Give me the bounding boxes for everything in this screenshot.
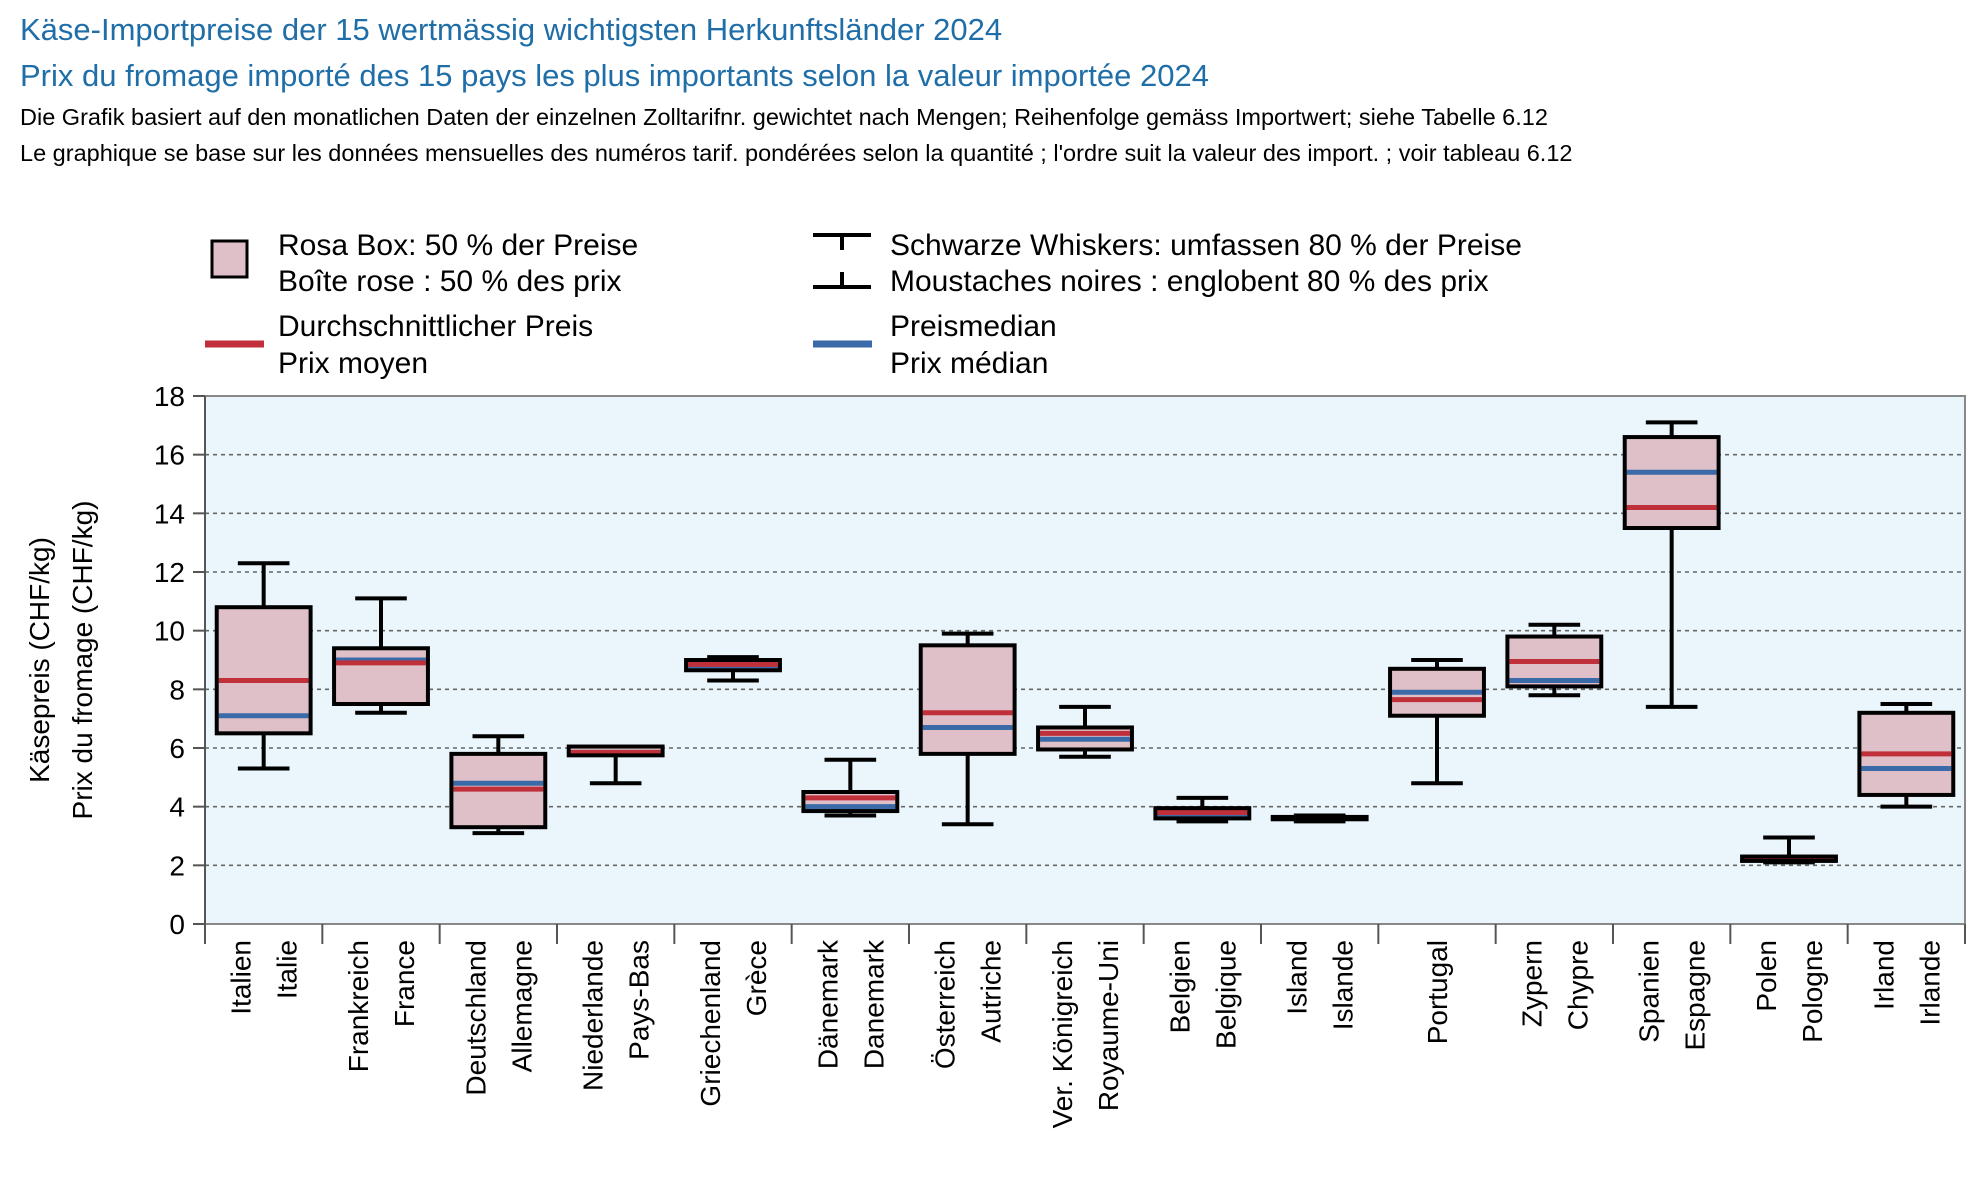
box-outline — [214, 605, 313, 736]
y-axis-title-de: Käsepreis (CHF/kg) — [24, 537, 55, 783]
box-outline — [332, 646, 430, 706]
category-label-fr: Chypre — [1562, 940, 1593, 1030]
box-outline — [1505, 634, 1604, 689]
category-label-fr: Allemagne — [506, 940, 537, 1072]
box-d-nemark — [801, 757, 900, 818]
box-outline — [801, 790, 900, 814]
y-tick-label: 10 — [154, 616, 185, 647]
y-tick-label: 12 — [154, 557, 185, 588]
x-axis: Italien Italie Frankreich France Deutschland… — [204, 924, 1966, 1128]
category-label-fr: Italie — [272, 940, 303, 999]
box-body — [920, 645, 1015, 754]
y-tick-label: 14 — [154, 498, 185, 529]
box-outline — [1036, 725, 1134, 752]
box-outline — [1153, 806, 1252, 821]
category-label-de: Irland — [1868, 940, 1899, 1010]
box-griechenland — [684, 655, 782, 683]
category-label-fr: Pologne — [1797, 940, 1828, 1043]
box-outline — [918, 643, 1017, 756]
legend-whisker-symbol — [813, 233, 871, 289]
box-body — [334, 648, 428, 704]
category-label-fr: Belgique — [1210, 940, 1241, 1049]
box-polen — [1740, 835, 1838, 865]
category-label-de: Frankreich — [343, 940, 374, 1072]
y-axis-title-fr: Prix du fromage (CHF/kg) — [67, 501, 98, 820]
box-belgien — [1153, 795, 1252, 824]
y-tick-label: 16 — [154, 440, 185, 471]
box-frankreich — [332, 596, 430, 715]
boxes — [214, 420, 1956, 865]
box-italien — [214, 561, 313, 771]
category-label-de: Deutschland — [460, 940, 491, 1096]
box-deutschland — [449, 734, 548, 836]
category-label-fr: Danemark — [858, 939, 889, 1069]
box-outline — [1622, 435, 1721, 531]
category-label-de: Österreich — [930, 940, 961, 1069]
legend-mean-label-de: Durchschnittlicher Preis — [278, 310, 593, 343]
box-niederlande — [566, 744, 665, 786]
category-label-fr: Pays-Bas — [624, 940, 655, 1060]
category-label-de: Belgien — [1164, 940, 1195, 1033]
legend-box-label-de: Rosa Box: 50 % der Preise — [278, 229, 638, 262]
box-irland — [1857, 702, 1956, 809]
box-outline — [1740, 854, 1838, 863]
category-label-de: Italien — [226, 940, 257, 1015]
category-label-fr: France — [389, 940, 420, 1027]
category-label-fr: Islande — [1328, 940, 1359, 1030]
y-tick-label: 8 — [169, 674, 185, 705]
y-tick-label: 0 — [169, 909, 185, 940]
category-label-de: Spanien — [1634, 940, 1665, 1043]
box-island — [1270, 813, 1369, 824]
box-ver-k-nigreich — [1036, 704, 1134, 759]
category-label-fr: Espagne — [1680, 940, 1711, 1051]
category-label-de: Ver. Königreich — [1047, 940, 1078, 1128]
y-tick-label: 18 — [154, 381, 185, 412]
legend-box-swatch — [210, 239, 249, 279]
box-outline — [1270, 814, 1369, 822]
box-body — [1624, 437, 1719, 528]
chart-note-fr: Le graphique se base sur les données men… — [20, 140, 1572, 166]
category-label-de: Portugal — [1422, 940, 1453, 1044]
category-label-fr: Grèce — [741, 940, 772, 1016]
category-label-fr: Autriche — [976, 940, 1007, 1043]
box-outline — [1388, 666, 1486, 718]
category-label-fr: Irlande — [1914, 940, 1945, 1026]
category-label-de: Dänemark — [812, 939, 843, 1069]
box-spanien — [1622, 420, 1721, 709]
box-body — [216, 607, 311, 734]
box-portugal — [1388, 658, 1486, 786]
chart-title: Käse-Importpreise der 15 wertmässig wich… — [20, 12, 1002, 47]
box-zypern — [1505, 622, 1604, 698]
box-outline — [566, 744, 665, 758]
category-label-de: Niederlande — [578, 940, 609, 1091]
box-outline — [449, 751, 548, 830]
y-tick-label: 2 — [169, 850, 185, 881]
legend-mean-label-fr: Prix moyen — [278, 347, 428, 380]
category-label-de: Zypern — [1516, 940, 1547, 1027]
legend-whisker-label-fr: Moustaches noires : englobent 80 % des p… — [890, 265, 1489, 298]
category-label-de: Griechenland — [695, 940, 726, 1107]
y-tick-label: 4 — [169, 792, 185, 823]
box-outline — [1857, 710, 1956, 797]
legend-box-label-fr: Boîte rose : 50 % des prix — [278, 265, 622, 298]
legend-median-label-de: Preismedian — [890, 310, 1057, 343]
category-label-fr: Royaume-Uni — [1093, 940, 1124, 1111]
box-outline — [684, 658, 782, 673]
legend-median-label-fr: Prix médian — [890, 347, 1048, 380]
category-label-de: Island — [1282, 940, 1313, 1015]
category-label-de: Polen — [1751, 940, 1782, 1012]
chart-note-de: Die Grafik basiert auf den monatlichen D… — [20, 104, 1548, 130]
box--sterreich — [918, 631, 1017, 827]
y-axis: 0 2 4 6 8 10 12 14 16 18 — [154, 381, 206, 940]
legend: Rosa Box: 50 % der Preise Boîte rose : 5… — [205, 229, 1522, 380]
legend-whisker-label-de: Schwarze Whiskers: umfassen 80 % der Pre… — [890, 229, 1522, 262]
y-tick-label: 6 — [169, 733, 185, 764]
chart-title-fr: Prix du fromage importé des 15 pays les … — [20, 58, 1209, 93]
